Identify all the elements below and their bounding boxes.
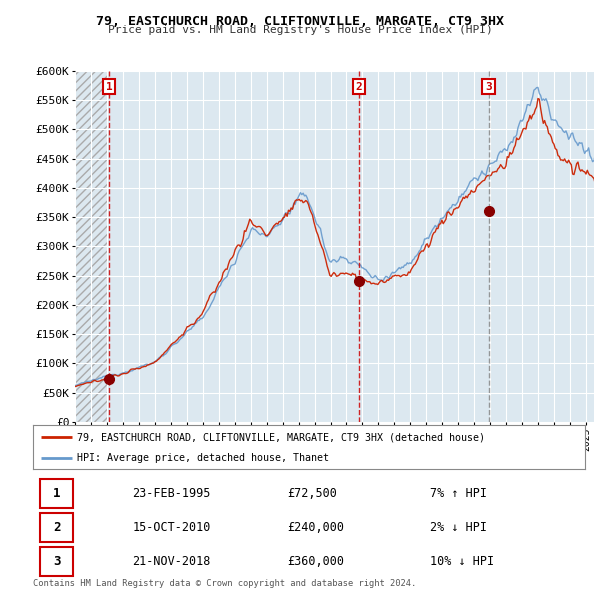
Text: 1: 1 — [106, 81, 113, 91]
Text: 79, EASTCHURCH ROAD, CLIFTONVILLE, MARGATE, CT9 3HX: 79, EASTCHURCH ROAD, CLIFTONVILLE, MARGA… — [96, 15, 504, 28]
FancyBboxPatch shape — [40, 513, 73, 542]
Text: Contains HM Land Registry data © Crown copyright and database right 2024.
This d: Contains HM Land Registry data © Crown c… — [33, 579, 416, 590]
Text: Price paid vs. HM Land Registry's House Price Index (HPI): Price paid vs. HM Land Registry's House … — [107, 25, 493, 35]
Text: 7% ↑ HPI: 7% ↑ HPI — [430, 487, 487, 500]
Text: 2: 2 — [53, 521, 61, 534]
Text: £240,000: £240,000 — [287, 521, 344, 534]
Text: 2% ↓ HPI: 2% ↓ HPI — [430, 521, 487, 534]
Text: 21-NOV-2018: 21-NOV-2018 — [133, 555, 211, 568]
Text: £360,000: £360,000 — [287, 555, 344, 568]
FancyBboxPatch shape — [40, 548, 73, 576]
Text: 3: 3 — [53, 555, 61, 568]
Text: £72,500: £72,500 — [287, 487, 337, 500]
Bar — [75, 71, 107, 422]
Text: 2: 2 — [356, 81, 362, 91]
Text: 15-OCT-2010: 15-OCT-2010 — [133, 521, 211, 534]
Text: 10% ↓ HPI: 10% ↓ HPI — [430, 555, 494, 568]
Text: HPI: Average price, detached house, Thanet: HPI: Average price, detached house, Than… — [77, 453, 329, 463]
Text: 79, EASTCHURCH ROAD, CLIFTONVILLE, MARGATE, CT9 3HX (detached house): 79, EASTCHURCH ROAD, CLIFTONVILLE, MARGA… — [77, 432, 485, 442]
Text: 23-FEB-1995: 23-FEB-1995 — [133, 487, 211, 500]
Text: 3: 3 — [485, 81, 492, 91]
FancyBboxPatch shape — [40, 480, 73, 508]
Text: 1: 1 — [53, 487, 61, 500]
